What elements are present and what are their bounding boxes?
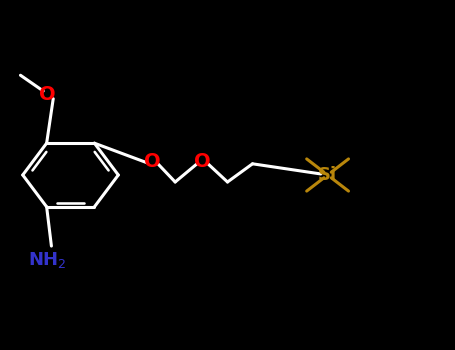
Text: NH$_2$: NH$_2$ bbox=[29, 250, 67, 270]
Text: Si: Si bbox=[318, 166, 337, 184]
Text: O: O bbox=[194, 152, 211, 171]
Text: O: O bbox=[40, 85, 56, 104]
Text: O: O bbox=[144, 152, 161, 171]
